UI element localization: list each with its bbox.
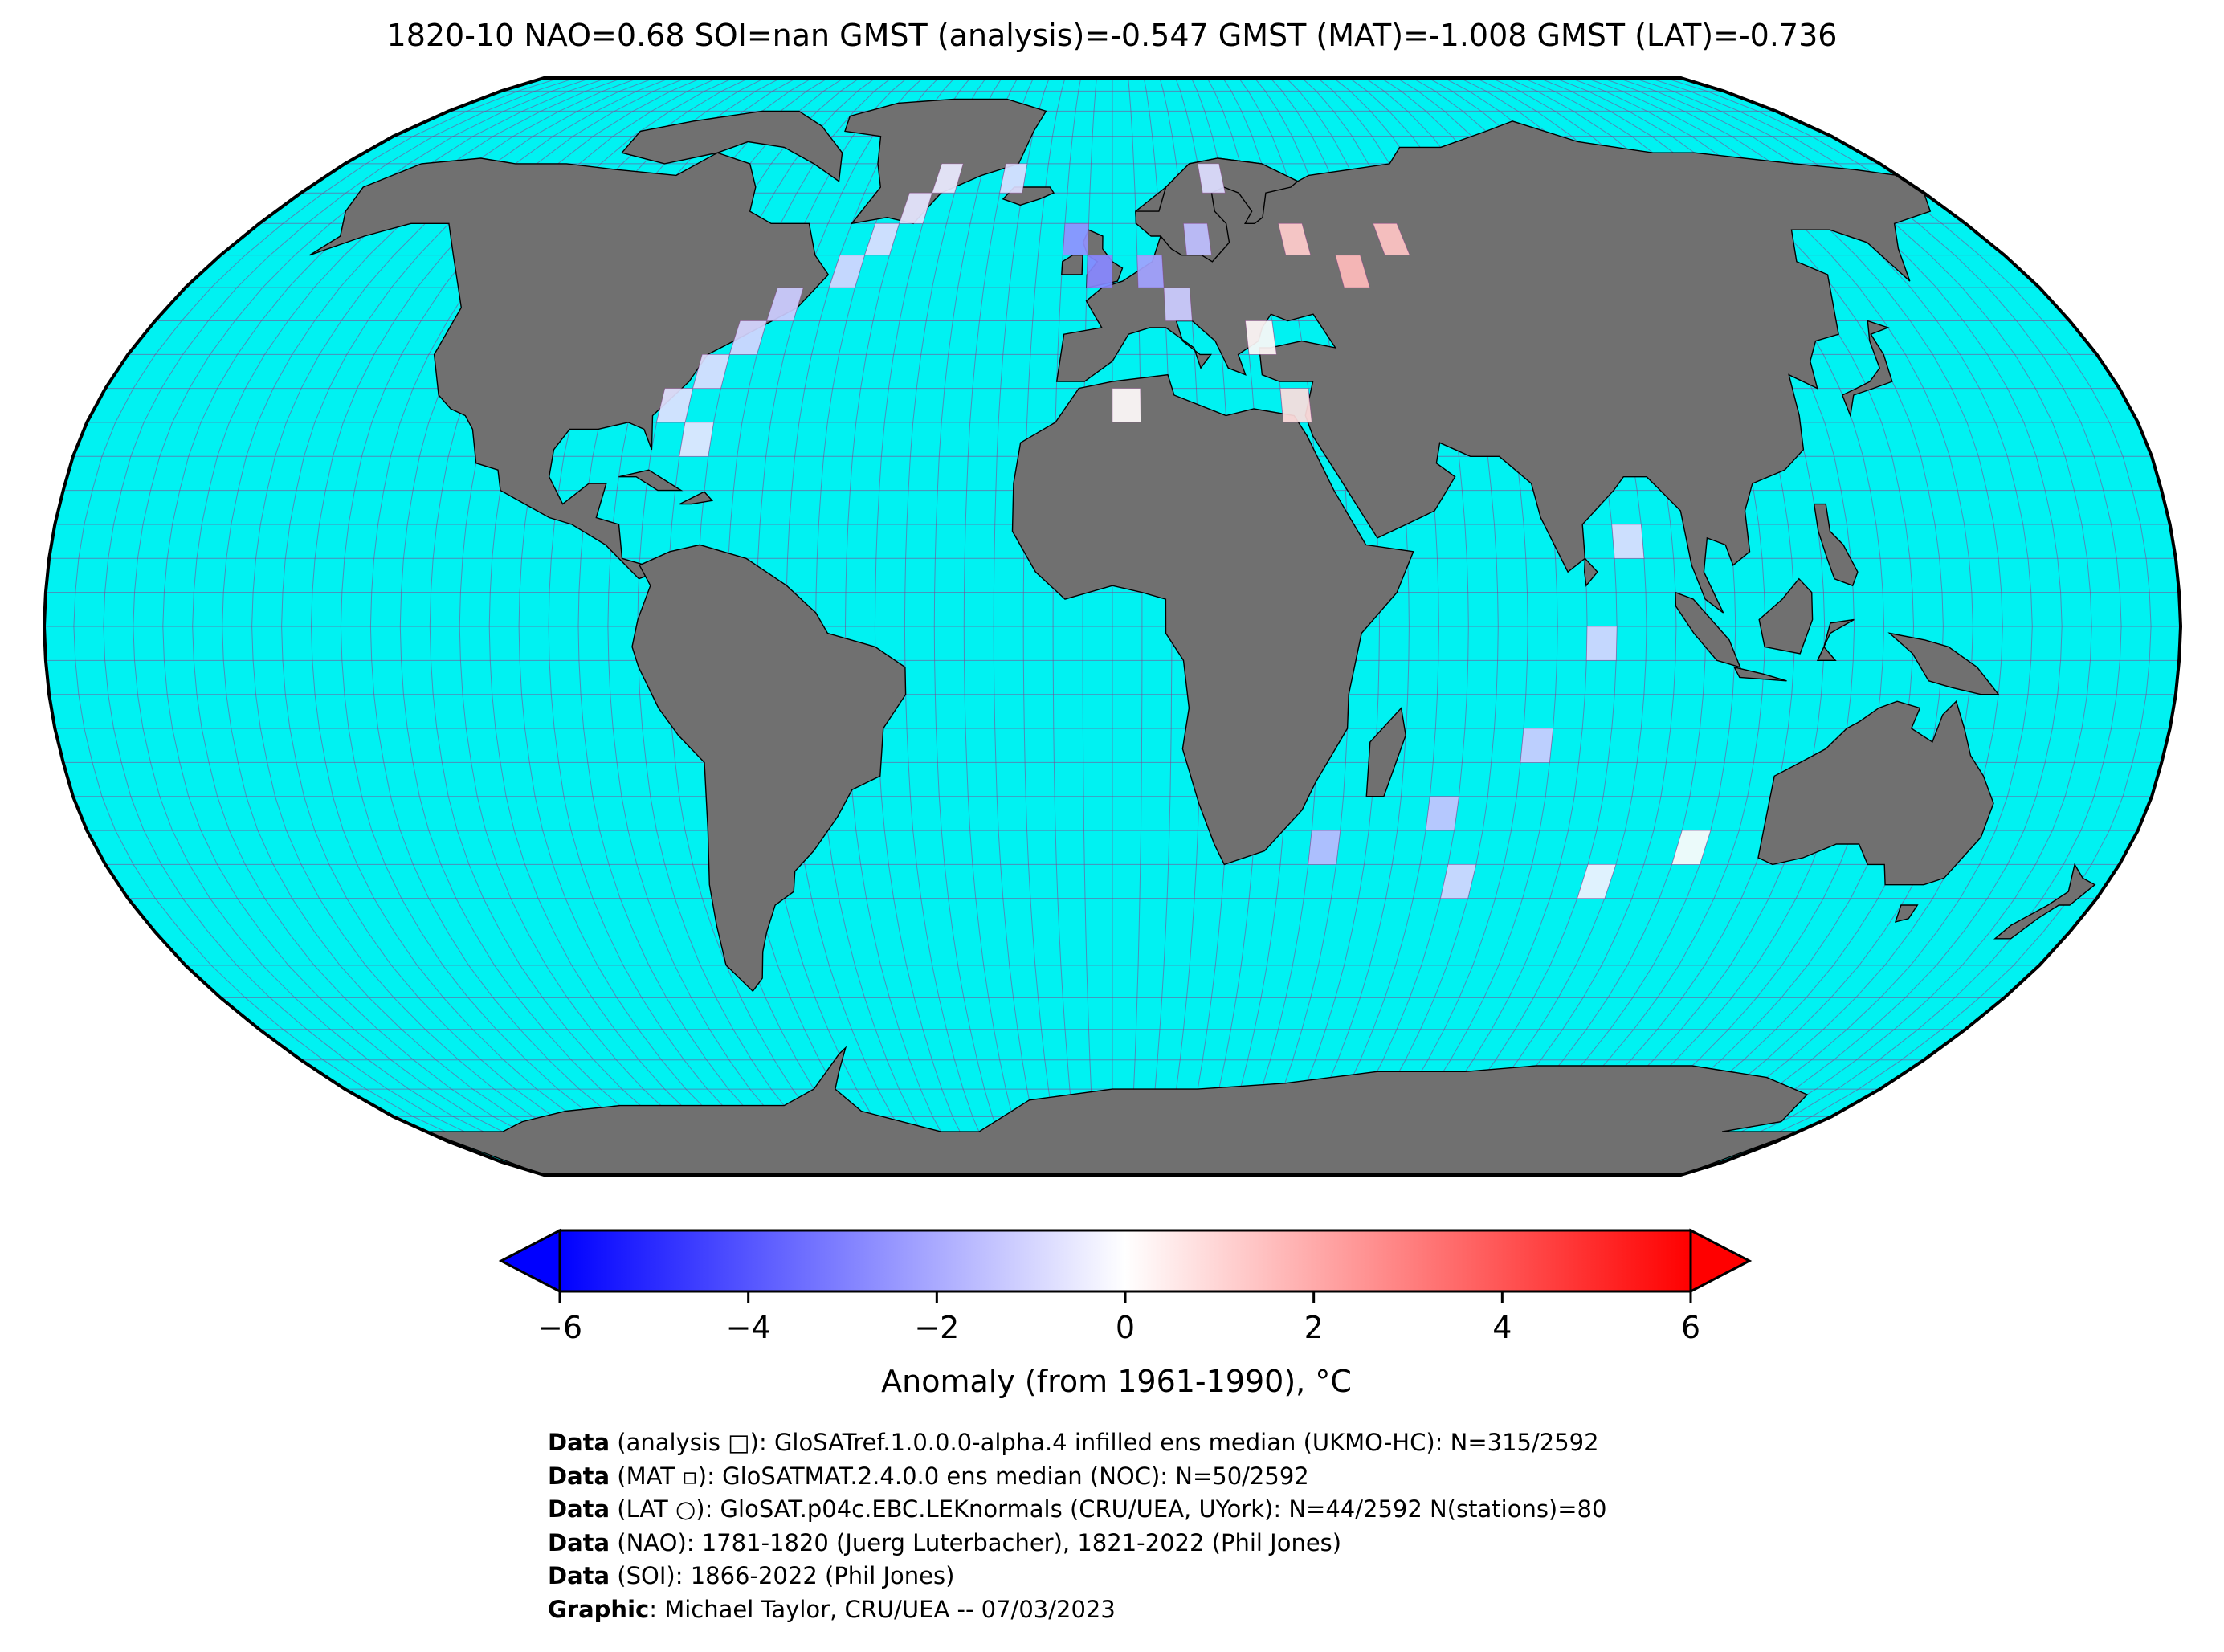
land-cuba [618, 469, 684, 492]
longitude-line [73, 78, 560, 1175]
anomaly-cell [1425, 796, 1459, 831]
anomaly-cell [1086, 255, 1113, 288]
anomaly-cell [1245, 320, 1277, 355]
anomaly-cell [1112, 388, 1141, 423]
anomaly-cell [1308, 830, 1341, 865]
footer-line-soi: Data (SOI): 1866-2022 (Phil Jones) [548, 1562, 955, 1589]
anomaly-cell [1440, 864, 1477, 899]
land-canadian-arctic [621, 110, 843, 182]
map-border [42, 76, 2183, 1177]
land-hispaniola [679, 491, 714, 505]
land-australia [1757, 700, 1994, 886]
anomaly-cell [766, 287, 804, 321]
anomaly-cell [1136, 255, 1165, 288]
colorbar-tick-label: −6 [537, 1310, 582, 1345]
land-japan [1841, 320, 1893, 418]
land-sulawesi [1816, 618, 1855, 661]
colorbar-extend-low [498, 1228, 561, 1294]
colorbar-gradient [558, 1229, 1692, 1293]
colorbar-extend-high [1689, 1228, 1753, 1294]
longitude-line [1649, 78, 2122, 1175]
colorbar-tick-label: 4 [1492, 1310, 1512, 1345]
longitude-line [963, 78, 1034, 1175]
colorbar-tick-label: 6 [1681, 1310, 1700, 1345]
anomaly-cell [999, 163, 1028, 194]
anomaly-cell [1577, 864, 1617, 899]
chart-title: 1820-10 NAO=0.68 SOI=nan GMST (analysis)… [386, 18, 1838, 53]
longitude-line [1665, 78, 2152, 1175]
world-map [42, 76, 2183, 1177]
land-africa [1011, 373, 1414, 866]
longitude-line [993, 78, 1050, 1175]
anomaly-cell [1183, 222, 1212, 256]
land-scandinavia-baltic [1135, 157, 1299, 263]
anomaly-cell [1671, 830, 1712, 865]
land-philippines [1813, 503, 1859, 587]
colorbar-ticks: −6 −4 −2 0 2 4 6 [537, 1291, 1700, 1345]
anomaly-cell [1279, 388, 1312, 423]
land-greenland [844, 98, 1047, 225]
land-new-guinea [1887, 632, 2000, 695]
land-north-america [309, 152, 830, 580]
colorbar-tick-label: −2 [914, 1310, 959, 1345]
anomaly-cell [1277, 222, 1312, 256]
longitude-line [103, 78, 576, 1175]
land-java [1732, 666, 1787, 682]
footer-credits: Data (analysis □): GloSATref.1.0.0.0-alp… [548, 1426, 1606, 1626]
anomaly-cell [1520, 728, 1554, 763]
colorbar: −6 −4 −2 0 2 4 6 Anomaly (from 1961-1990), °C [498, 1228, 1753, 1399]
land-sri-lanka [1583, 557, 1598, 587]
land-south-america [631, 544, 907, 993]
footer-line-mat: Data (MAT ▫): GloSATMAT.2.4.0.0 ens medi… [548, 1462, 1309, 1490]
longitude-line [904, 78, 1002, 1175]
longitude-line [1022, 78, 1066, 1175]
anomaly-cell [1163, 287, 1193, 321]
anomaly-cell [1062, 222, 1089, 256]
land-madagascar [1365, 707, 1406, 797]
colorbar-tick-label: 0 [1116, 1310, 1135, 1345]
anomaly-cell [1372, 222, 1410, 256]
land-tasmania [1894, 904, 1919, 923]
anomaly-cell [931, 163, 964, 194]
land-borneo [1758, 577, 1814, 655]
land-sumatra [1675, 591, 1741, 668]
land-new-zealand [1993, 863, 2096, 940]
colorbar-label: Anomaly (from 1961-1990), °C [881, 1364, 1352, 1399]
land-antarctica [426, 1046, 1809, 1175]
footer-line-nao: Data (NAO): 1781-1820 (Juerg Luterbacher… [548, 1528, 1342, 1556]
colorbar-tick-label: 2 [1304, 1310, 1324, 1345]
anomaly-cell [1197, 163, 1226, 194]
longitude-line [133, 78, 592, 1175]
anomaly-cell [1611, 524, 1645, 559]
anomaly-cell [1335, 255, 1371, 288]
footer-line-lat: Data (LAT ○): GloSAT.p04c.EBC.LEKnormals… [548, 1495, 1607, 1523]
footer-line-graphic: Graphic: Michael Taylor, CRU/UEA -- 07/0… [548, 1595, 1116, 1623]
anomaly-cell [679, 422, 714, 457]
footer-line-analysis: Data (analysis □): GloSATref.1.0.0.0-alp… [548, 1429, 1599, 1456]
colorbar-tick-label: −4 [726, 1310, 771, 1345]
anomaly-cell [1585, 626, 1618, 661]
longitude-line [933, 78, 1018, 1175]
land-masses [309, 98, 2096, 1175]
anomaly-cells [655, 163, 1712, 899]
